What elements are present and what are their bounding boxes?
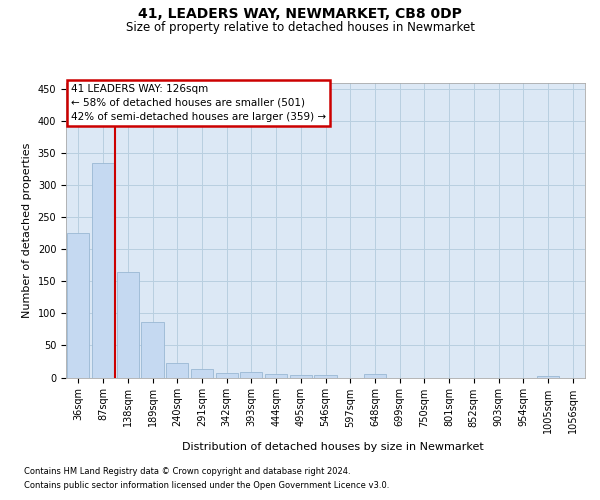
Bar [92,162,114,378]
Bar [265,374,287,378]
Bar [67,233,89,378]
Bar [537,376,559,378]
Bar [364,374,386,378]
Bar [215,373,238,378]
Bar [116,272,139,378]
Text: 41, LEADERS WAY, NEWMARKET, CB8 0DP: 41, LEADERS WAY, NEWMARKET, CB8 0DP [138,8,462,22]
Text: 41 LEADERS WAY: 126sqm
← 58% of detached houses are smaller (501)
42% of semi-de: 41 LEADERS WAY: 126sqm ← 58% of detached… [71,84,326,122]
Text: Distribution of detached houses by size in Newmarket: Distribution of detached houses by size … [182,442,484,452]
Bar [166,364,188,378]
Bar [240,372,262,378]
Text: Size of property relative to detached houses in Newmarket: Size of property relative to detached ho… [125,21,475,34]
Text: Contains HM Land Registry data © Crown copyright and database right 2024.: Contains HM Land Registry data © Crown c… [24,467,350,476]
Bar [290,375,312,378]
Bar [314,375,337,378]
Text: Contains public sector information licensed under the Open Government Licence v3: Contains public sector information licen… [24,481,389,490]
Bar [142,322,164,378]
Bar [191,368,213,378]
Y-axis label: Number of detached properties: Number of detached properties [22,142,32,318]
